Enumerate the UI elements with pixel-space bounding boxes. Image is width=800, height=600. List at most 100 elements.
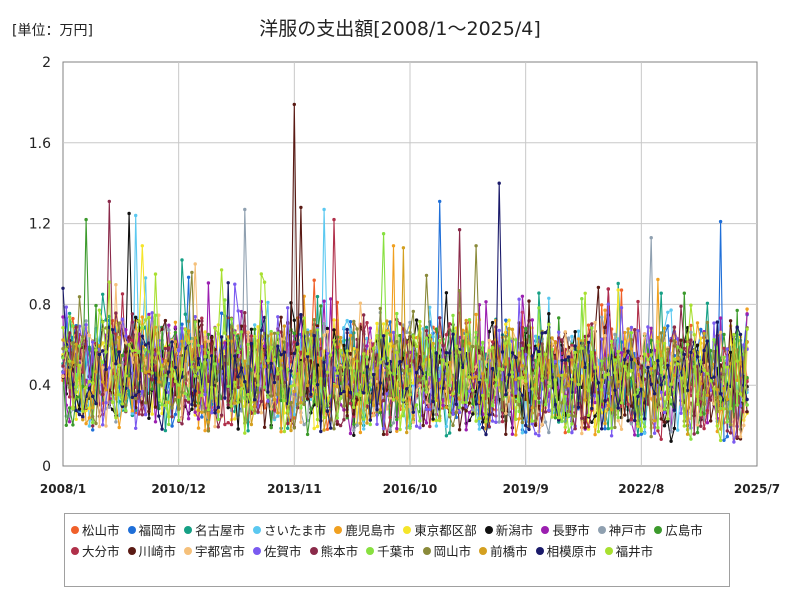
series-point: [279, 366, 283, 370]
series-point: [315, 383, 320, 387]
series-point: [709, 419, 713, 423]
series-point: [124, 396, 128, 400]
series-point: [722, 386, 726, 391]
series-point: [61, 315, 65, 319]
series-point: [365, 344, 369, 348]
y-tick-label: 2: [42, 55, 51, 71]
series-point: [153, 368, 158, 372]
series-point: [276, 372, 280, 376]
series-point: [335, 419, 339, 424]
series-point: [438, 338, 442, 343]
series-point: [481, 357, 485, 361]
series-point: [67, 359, 72, 363]
series-point: [553, 402, 558, 407]
series-point: [649, 367, 653, 371]
series-point: [358, 369, 363, 373]
series-point: [593, 414, 597, 418]
legend-marker: [184, 546, 193, 555]
series-point: [74, 390, 78, 394]
series-point: [117, 335, 121, 340]
series-point: [130, 349, 135, 353]
legend-item: 松山市: [71, 519, 120, 540]
series-point: [484, 300, 488, 304]
series-line: [62, 233, 748, 440]
series-point: [272, 408, 277, 412]
series-point: [153, 376, 158, 380]
series-point: [725, 410, 729, 414]
series-point: [332, 217, 336, 222]
series-point: [467, 389, 472, 393]
series-point: [649, 397, 653, 401]
series-point: [504, 432, 508, 436]
series-point: [236, 400, 240, 404]
series-point: [563, 430, 567, 435]
series-point: [348, 355, 353, 360]
series-point: [365, 355, 369, 359]
series-point: [563, 358, 567, 362]
series-point: [67, 315, 72, 319]
series-point: [249, 334, 254, 338]
series-point: [656, 429, 660, 433]
series-point: [338, 396, 343, 401]
series-point: [583, 425, 587, 430]
y-tick-label: 0: [42, 459, 51, 475]
series-point: [253, 323, 257, 327]
series-point: [295, 372, 300, 376]
series-point: [223, 331, 227, 335]
legend-marker: [366, 546, 375, 555]
series-point: [97, 308, 102, 312]
series-point: [497, 328, 501, 333]
series-point: [371, 372, 376, 377]
series-point: [322, 428, 326, 432]
series-point: [566, 336, 571, 340]
series-point: [424, 273, 429, 278]
series-point: [583, 348, 587, 353]
series-point: [276, 331, 280, 335]
series-point: [593, 425, 597, 429]
series-point: [91, 424, 95, 428]
series-point: [193, 320, 197, 324]
series-point: [451, 392, 455, 396]
series-point: [623, 413, 627, 417]
series-point: [676, 362, 680, 366]
series-point: [101, 349, 105, 353]
series-point: [745, 307, 749, 311]
series-point: [484, 420, 488, 424]
series-point: [398, 333, 402, 338]
series-point: [196, 343, 201, 348]
series-point: [659, 370, 663, 374]
series-point: [67, 331, 72, 335]
series-point: [226, 281, 230, 285]
series-point: [315, 417, 320, 422]
series-point: [269, 394, 273, 398]
series-point: [81, 384, 85, 389]
series-point: [600, 337, 604, 341]
series-point: [679, 304, 683, 308]
series-point: [243, 311, 247, 315]
series-point: [77, 412, 82, 417]
series-point: [365, 321, 369, 325]
series-point: [74, 325, 78, 329]
series-point: [438, 381, 442, 385]
series-point: [64, 423, 69, 427]
series-point: [177, 418, 181, 422]
series-point: [67, 406, 72, 410]
series-point: [286, 426, 290, 430]
series-point: [421, 423, 425, 428]
series-point: [295, 345, 300, 350]
series-point: [692, 333, 696, 337]
series-point: [163, 359, 168, 363]
series-point: [269, 425, 273, 430]
series-point: [309, 407, 313, 411]
series-point: [183, 346, 187, 350]
series-point: [464, 405, 468, 409]
series-point: [249, 422, 254, 427]
legend-item: 宇都宮市: [184, 540, 245, 561]
series-point: [345, 349, 349, 353]
series-point: [623, 358, 627, 362]
series-point: [305, 354, 310, 359]
series-point: [325, 351, 330, 356]
legend-item: 神戸市: [597, 519, 646, 540]
series-point: [180, 326, 184, 330]
series-point: [91, 340, 95, 344]
